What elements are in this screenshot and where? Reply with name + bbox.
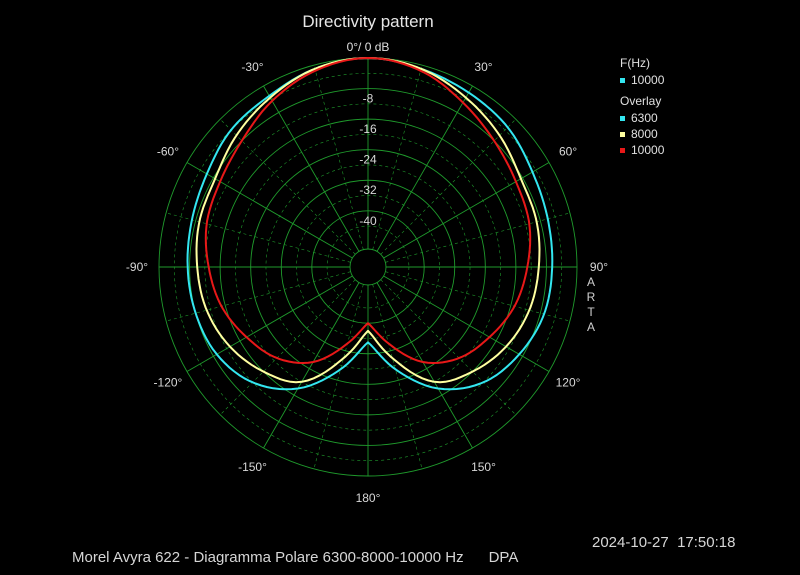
angle-tick-label: -120° (154, 376, 183, 390)
grid-spoke-minor (385, 271, 570, 322)
grid-spoke (263, 85, 360, 252)
grid-spoke (186, 162, 353, 259)
legend: F(Hz) 10000 Overlay 6300 8000 10000 (620, 56, 664, 158)
angle-tick-label: -90° (126, 260, 148, 274)
legend-swatch (620, 147, 625, 153)
legend-current-swatch (620, 77, 625, 83)
angle-tick-label: 150° (471, 460, 496, 474)
grid-spoke-minor (313, 65, 364, 250)
grid-spoke (383, 275, 550, 372)
legend-current-label: 10000 (631, 73, 665, 87)
legend-item-label: 10000 (631, 143, 665, 157)
grid-spoke-minor (385, 212, 570, 263)
grid-spoke (263, 282, 360, 449)
chart-title: Directivity pattern (302, 12, 434, 31)
grid-spoke (383, 162, 550, 259)
angle-tick-label: -30° (241, 60, 263, 74)
grid-spoke-minor (372, 65, 423, 250)
legend-swatch (620, 115, 625, 121)
legend-current-item: 10000 (620, 72, 664, 88)
angle-tick-label: 30° (474, 60, 492, 74)
angle-tick-label: -150° (238, 460, 267, 474)
zero-degree-label: 0°/ 0 dB (346, 40, 390, 54)
angle-tick-label: -60° (157, 145, 179, 159)
grid-spoke-minor (380, 119, 516, 255)
grid-spoke-minor (313, 284, 364, 469)
legend-item-label: 6300 (631, 111, 658, 125)
footer-caption: Morel Avyra 622 - Diagramma Polare 6300-… (72, 549, 519, 566)
grid-spoke-minor (166, 271, 351, 322)
legend-item-label: 8000 (631, 127, 658, 141)
grid-spoke-minor (220, 119, 356, 255)
legend-item: 8000 (620, 126, 664, 142)
side-label-letter: T (587, 305, 595, 319)
legend-overlay-header: Overlay (620, 94, 662, 108)
legend-item: 10000 (620, 142, 664, 158)
radial-tick-label: -16 (359, 122, 377, 136)
grid-spoke (186, 275, 353, 372)
grid-spoke-minor (166, 212, 351, 263)
radial-tick-label: -40 (359, 214, 377, 228)
legend-item: 6300 (620, 110, 664, 126)
side-label-letter: A (586, 275, 595, 289)
angle-tick-label: 60° (559, 145, 577, 159)
radial-tick-label: -32 (359, 183, 377, 197)
grid-spoke-minor (220, 279, 356, 415)
grid-ring-inner (349, 248, 387, 286)
radial-tick-label: -8 (363, 92, 374, 106)
angle-tick-label: 90° (590, 260, 608, 274)
legend-swatch (620, 131, 625, 137)
grid-spoke-minor (380, 279, 516, 415)
angle-tick-label: 120° (556, 376, 581, 390)
side-label-letter: A (586, 320, 595, 334)
angle-tick-label: 180° (356, 491, 381, 505)
grid-spoke (376, 282, 473, 449)
grid-spoke (376, 85, 473, 252)
radial-tick-label: -24 (359, 153, 377, 167)
side-label-letter: R (586, 290, 596, 304)
legend-fhz-header: F(Hz) (620, 56, 650, 70)
grid-spoke-minor (372, 284, 423, 469)
series-line (204, 57, 532, 364)
footer-timestamp: 2024-10-27 17:50:18 (592, 534, 736, 551)
